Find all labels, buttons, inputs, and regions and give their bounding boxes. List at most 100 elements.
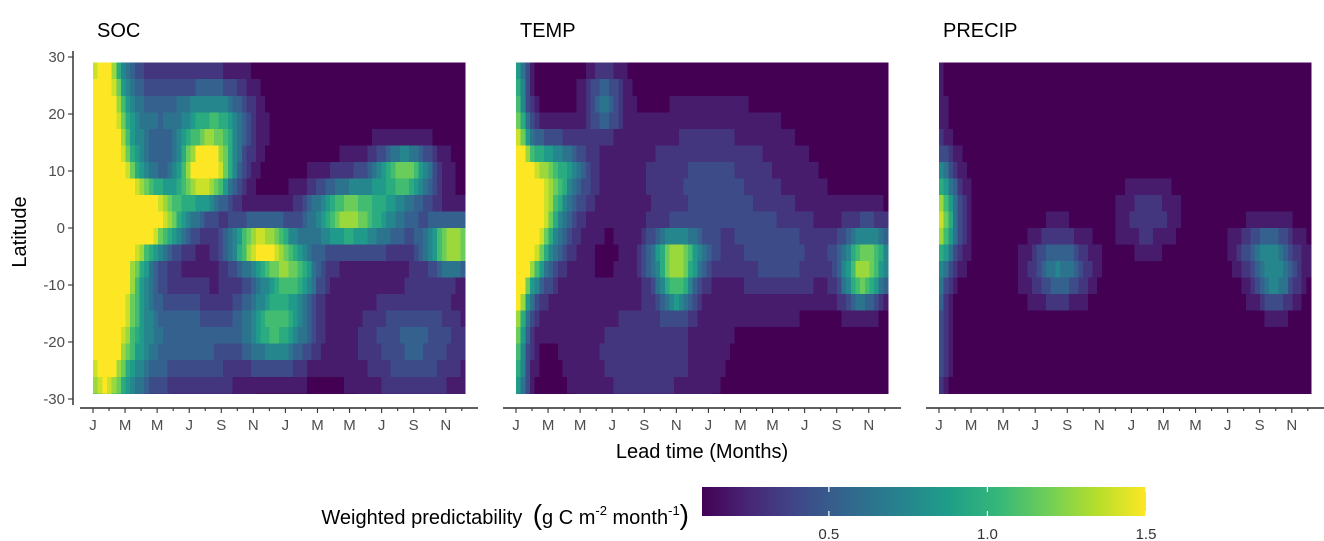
heatmap-cell [697, 294, 703, 312]
heatmap-cell [688, 211, 694, 229]
heatmap-cell [553, 376, 559, 394]
heatmap-cell [1194, 145, 1200, 163]
heatmap-cell [167, 294, 173, 312]
heatmap-cell [116, 211, 122, 229]
heatmap-cell [413, 161, 420, 180]
heatmap-cell [762, 62, 768, 80]
heatmap-cell [1278, 178, 1284, 196]
heatmap-cell [376, 194, 382, 213]
heatmap-cell [446, 145, 452, 163]
heatmap-cell [567, 277, 573, 295]
heatmap-cell [725, 277, 731, 295]
heatmap-cell [767, 145, 773, 163]
heatmap-cell [102, 211, 108, 229]
heatmap-cell [1152, 327, 1159, 345]
heatmap-cell [1041, 261, 1047, 279]
heatmap-cell [795, 310, 801, 328]
heatmap-cell [1287, 178, 1293, 196]
heatmap-cell [1213, 112, 1219, 130]
heatmap-cell [697, 62, 703, 80]
heatmap-cell [232, 79, 238, 97]
heatmap-cell [334, 343, 341, 361]
heatmap-cell [116, 62, 122, 80]
heatmap-cell [1227, 211, 1233, 229]
heatmap-cell [618, 310, 624, 328]
heatmap-cell [520, 327, 526, 345]
heatmap-cell [1022, 244, 1028, 262]
heatmap-cell [1208, 360, 1214, 378]
heatmap-cell [404, 79, 410, 97]
heatmap-cell [1073, 261, 1080, 279]
heatmap-cell [1027, 178, 1033, 196]
heatmap-cell [1199, 62, 1205, 80]
heatmap-cell [678, 261, 684, 279]
heatmap-cell [413, 393, 420, 394]
heatmap-cell [622, 244, 629, 262]
heatmap-cell [409, 327, 415, 345]
heatmap-cell [1306, 79, 1312, 97]
heatmap-cell [223, 360, 229, 378]
heatmap-cell [186, 194, 192, 213]
heatmap-cell [213, 95, 220, 113]
heatmap-cell [395, 145, 401, 163]
heatmap-cell [952, 376, 959, 394]
heatmap-cell [353, 343, 359, 361]
heatmap-cell [562, 145, 568, 163]
heatmap-cell [790, 62, 796, 80]
heatmap-cell [790, 128, 796, 146]
heatmap-cell [595, 79, 601, 97]
heatmap-cell [1255, 294, 1261, 312]
heatmap-cell [957, 294, 963, 312]
heatmap-cell [818, 277, 824, 295]
heatmap-cell [441, 393, 447, 394]
heatmap-cell [646, 393, 652, 394]
heatmap-cell [102, 145, 108, 163]
heatmap-cell [288, 343, 294, 361]
heatmap-cell [1111, 310, 1117, 328]
heatmap-cell [646, 244, 652, 262]
heatmap-cell [362, 376, 368, 394]
heatmap-cell [334, 194, 341, 213]
heatmap-cell [1138, 145, 1145, 163]
heatmap-cell [265, 178, 271, 196]
heatmap-cell [255, 294, 261, 312]
heatmap-cell [841, 360, 847, 378]
heatmap-cell [1222, 244, 1228, 262]
heatmap-cell [767, 79, 773, 97]
heatmap-cell [413, 112, 420, 130]
heatmap-cell [1083, 294, 1089, 312]
heatmap-cell [320, 310, 327, 328]
heatmap-cell [697, 393, 703, 394]
heatmap-cell [725, 211, 731, 229]
heatmap-cell [553, 327, 559, 345]
heatmap-cell [864, 393, 870, 394]
heatmap-cell [1185, 244, 1191, 262]
heatmap-cell [1129, 360, 1135, 378]
heatmap-cell [1087, 244, 1094, 262]
heatmap-cell [1194, 343, 1200, 361]
heatmap-cell [344, 310, 350, 328]
heatmap-cell [460, 294, 466, 312]
heatmap-cell [423, 376, 429, 394]
heatmap-cell [883, 95, 889, 113]
heatmap-cell [883, 211, 889, 229]
heatmap-cell [664, 343, 671, 361]
heatmap-cell [176, 360, 182, 378]
heatmap-cell [1227, 79, 1233, 97]
heatmap-cell [622, 310, 629, 328]
heatmap-cell [1134, 244, 1140, 262]
heatmap-cell [237, 228, 243, 246]
heatmap-cell [1264, 327, 1270, 345]
heatmap-cell [1259, 161, 1266, 180]
heatmap-cell [850, 310, 857, 328]
heatmap-cell [1283, 194, 1289, 213]
heatmap-cell [1013, 79, 1019, 97]
heatmap-cell [539, 161, 545, 180]
heatmap-cell [1292, 194, 1298, 213]
heatmap-cell [213, 228, 220, 246]
heatmap-cell [971, 145, 977, 163]
heatmap-cell [1097, 310, 1103, 328]
heatmap-cell [762, 112, 768, 130]
heatmap-cell [729, 228, 736, 246]
heatmap-cell [1129, 327, 1135, 345]
